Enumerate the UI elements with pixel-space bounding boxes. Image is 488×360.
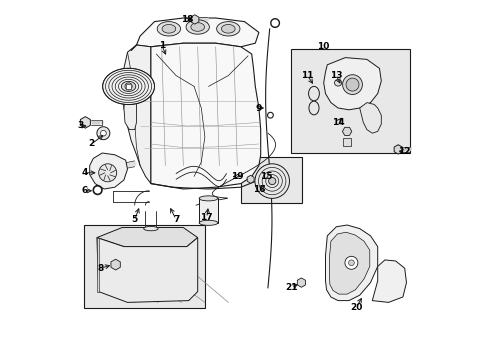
Polygon shape	[221, 24, 235, 33]
Text: 6: 6	[81, 186, 87, 195]
Circle shape	[125, 83, 132, 90]
Polygon shape	[190, 15, 199, 24]
Ellipse shape	[334, 80, 341, 86]
Circle shape	[346, 78, 358, 91]
Polygon shape	[111, 259, 120, 270]
Ellipse shape	[342, 75, 362, 94]
Polygon shape	[102, 68, 154, 104]
Polygon shape	[122, 45, 151, 184]
Text: 11: 11	[301, 71, 313, 80]
Text: 18: 18	[180, 15, 193, 24]
Ellipse shape	[308, 86, 319, 101]
Text: 12: 12	[398, 147, 410, 156]
Bar	[199, 198, 218, 223]
Ellipse shape	[199, 196, 218, 201]
Polygon shape	[186, 20, 209, 34]
Circle shape	[344, 256, 357, 269]
Text: 13: 13	[329, 71, 342, 80]
Text: 3: 3	[78, 122, 83, 130]
Polygon shape	[80, 117, 90, 128]
Text: 21: 21	[285, 284, 297, 292]
Ellipse shape	[143, 226, 158, 231]
Circle shape	[99, 164, 117, 182]
Bar	[241, 157, 302, 203]
Text: 7: 7	[173, 215, 179, 224]
Polygon shape	[136, 18, 258, 47]
Bar	[291, 49, 409, 153]
Polygon shape	[97, 238, 99, 292]
Text: 10: 10	[317, 42, 329, 51]
Polygon shape	[393, 145, 402, 154]
Polygon shape	[89, 153, 127, 189]
Circle shape	[97, 127, 110, 140]
Text: 4: 4	[81, 168, 87, 177]
Ellipse shape	[308, 101, 318, 115]
Polygon shape	[121, 81, 136, 91]
Text: 14: 14	[331, 118, 344, 127]
Text: 20: 20	[349, 303, 362, 312]
Polygon shape	[97, 228, 197, 247]
Polygon shape	[297, 278, 305, 287]
Bar	[125, 84, 131, 89]
Polygon shape	[151, 43, 260, 189]
Polygon shape	[157, 22, 180, 36]
Text: 1: 1	[158, 40, 164, 49]
Bar	[342, 138, 351, 146]
Text: 17: 17	[200, 213, 213, 222]
Text: 9: 9	[255, 104, 262, 112]
Text: 16: 16	[252, 184, 264, 194]
Circle shape	[254, 164, 289, 198]
Bar	[84, 225, 204, 308]
Polygon shape	[329, 232, 369, 294]
Circle shape	[101, 130, 106, 136]
Text: 8: 8	[97, 264, 103, 273]
Polygon shape	[359, 103, 381, 133]
Polygon shape	[323, 58, 381, 110]
Polygon shape	[162, 24, 175, 33]
Polygon shape	[97, 238, 197, 302]
Polygon shape	[216, 22, 240, 36]
Text: 5: 5	[131, 215, 138, 224]
Circle shape	[348, 260, 354, 266]
Polygon shape	[325, 225, 377, 301]
Circle shape	[268, 177, 275, 185]
Polygon shape	[371, 260, 406, 302]
Polygon shape	[123, 90, 136, 130]
Polygon shape	[190, 23, 204, 31]
Text: 15: 15	[259, 172, 272, 181]
Text: 2: 2	[88, 139, 95, 148]
Text: 19: 19	[230, 172, 243, 181]
Polygon shape	[342, 127, 351, 135]
Ellipse shape	[199, 220, 218, 225]
Polygon shape	[247, 175, 254, 183]
